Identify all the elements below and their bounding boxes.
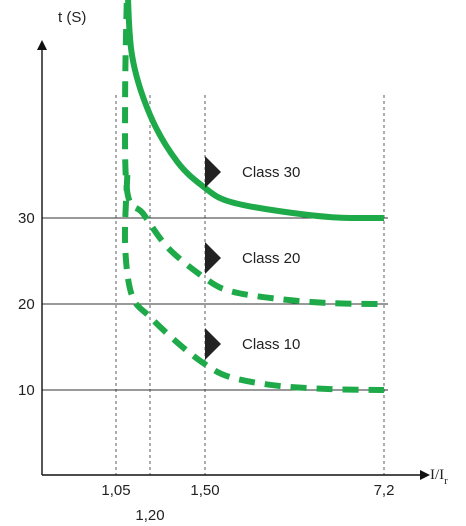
series-line-class-30 <box>125 0 385 222</box>
series-label-class-10: Class 10 <box>242 336 300 353</box>
x-tick-label-7,2: 7,2 <box>374 482 395 499</box>
series-label-class-30: Class 30 <box>242 164 300 181</box>
series-pointer-class-20 <box>205 242 221 274</box>
series-line-class-20 <box>122 0 385 307</box>
labels-group: 10 20 30 1,05 1,20 1,50 7,2 t (S) I/Ir Class 30 Cl… <box>18 9 448 524</box>
x-tick-label-1,50: 1,50 <box>190 482 219 499</box>
series-group <box>121 0 385 393</box>
y-tick-label-30: 30 <box>18 210 35 227</box>
series-pointer-class-30 <box>205 156 221 188</box>
x-axis-label-subscript: r <box>444 475 448 487</box>
x-axis-label-main: I/I <box>430 467 444 483</box>
x-tick-label-1,05: 1,05 <box>101 482 130 499</box>
series-line-class-10 <box>121 174 385 393</box>
axes <box>37 40 430 480</box>
series-label-class-20: Class 20 <box>242 250 300 267</box>
y-tick-label-10: 10 <box>18 382 35 399</box>
series-pointer-class-10 <box>205 328 221 360</box>
x-axis-label: I/Ir <box>430 467 448 487</box>
y-tick-label-20: 20 <box>18 296 35 313</box>
y-axis-label: t (S) <box>58 9 86 26</box>
x-tick-label-1,20: 1,20 <box>135 507 164 524</box>
